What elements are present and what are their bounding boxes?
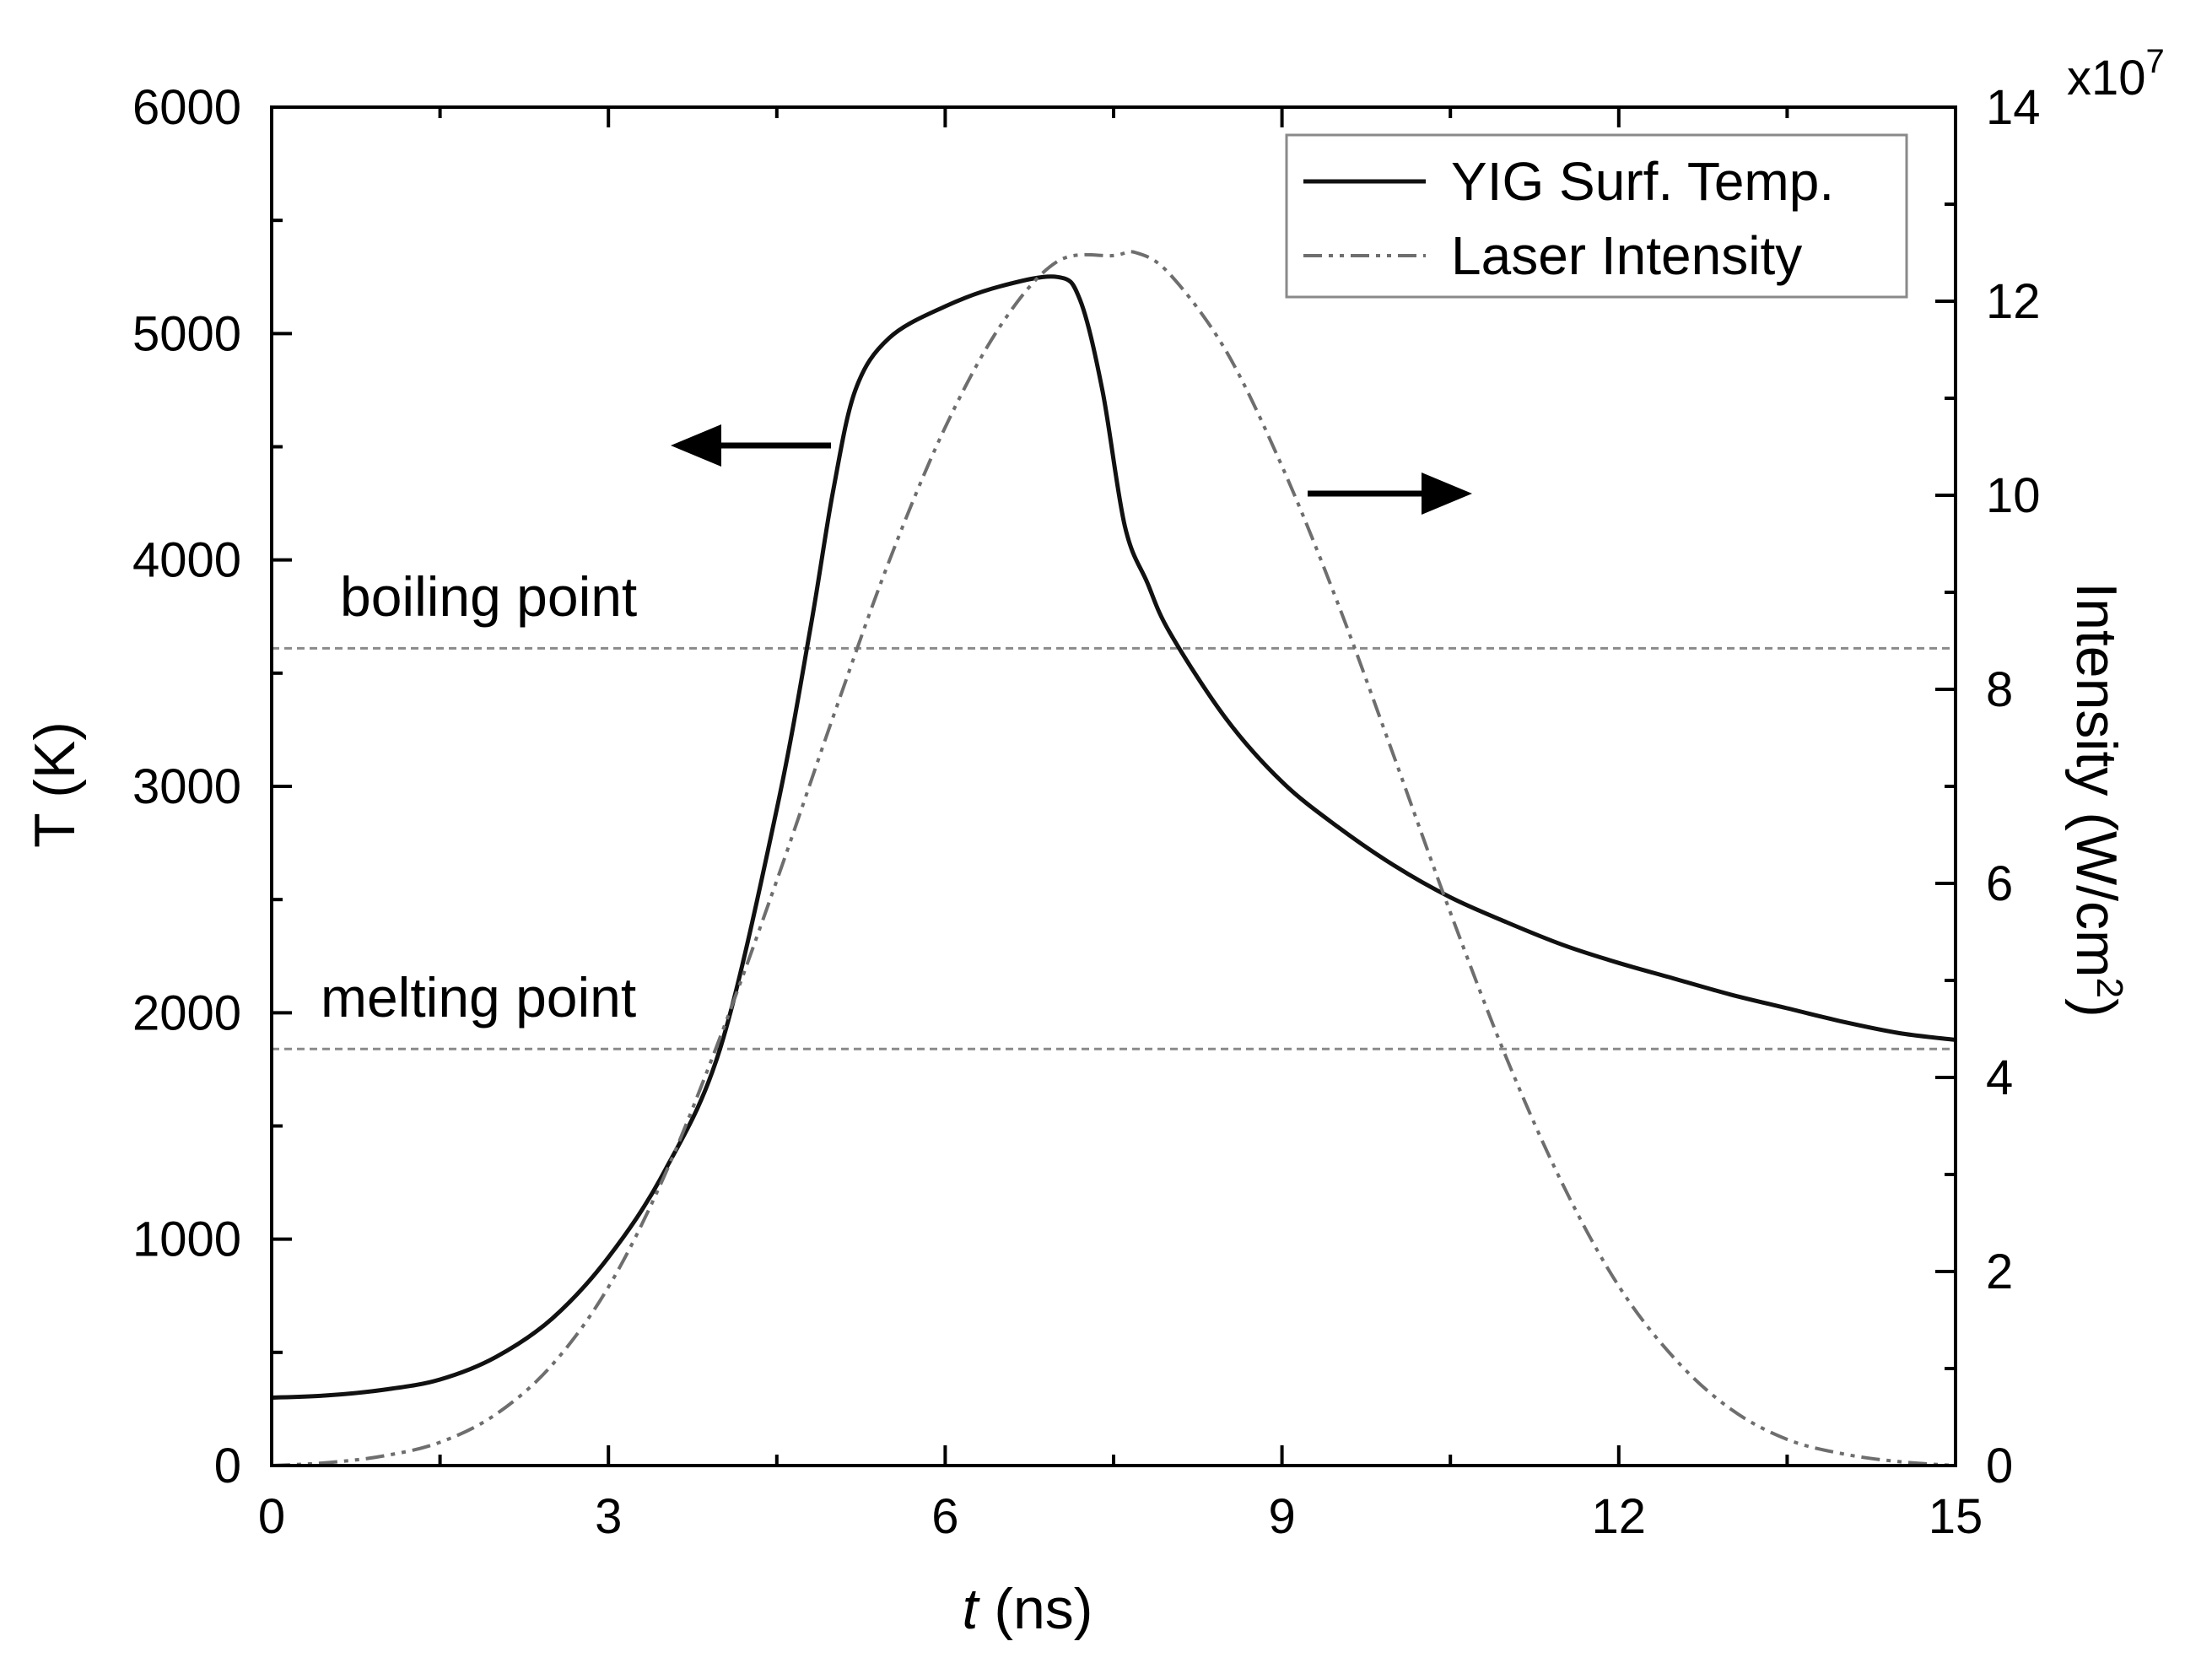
y-right-tick-label: 10 [1986, 468, 2041, 523]
x-axis-title-unit: (ns) [978, 1577, 1093, 1641]
y-right-tick-label: 4 [1986, 1050, 2013, 1105]
y-right-tick-label: 2 [1986, 1245, 2013, 1299]
y-right-tick-label: 0 [1986, 1439, 2013, 1493]
x-tick-label: 3 [595, 1489, 622, 1544]
melting-point-label: melting point [321, 966, 636, 1029]
y-left-tick-label: 0 [214, 1439, 241, 1493]
y-right-multiplier-base: x10 [2067, 51, 2146, 105]
y-left-tick-label: 6000 [132, 80, 241, 135]
plot-frame [270, 105, 1957, 1467]
x-tick-label: 12 [1592, 1489, 1647, 1544]
y-left-tick-label: 5000 [132, 306, 241, 361]
x-tick-label: 6 [931, 1489, 958, 1544]
series-line-temperature [271, 274, 1956, 1400]
y-left-tick-label: 1000 [132, 1212, 241, 1267]
reference-lines [272, 646, 1956, 1050]
y-right-axis-title-close: ) [2064, 998, 2128, 1018]
legend: YIG Surf. Temp. Laser Intensity [1285, 133, 1908, 299]
series-line-laser-intensity [271, 250, 1956, 1467]
y-left-axis-title: T (K) [23, 721, 87, 848]
arrow-right-intensity [1308, 472, 1472, 515]
x-tick-label: 15 [1929, 1489, 1983, 1544]
y-right-multiplier: x107 [2067, 43, 2165, 105]
y-right-tick-label: 6 [1986, 856, 2013, 911]
y-right-axis-title: Intensity (W/cm2) [2064, 582, 2131, 1018]
x-axis-title-italic: t [963, 1577, 981, 1641]
y-right-tick-label: 8 [1986, 662, 2013, 717]
y-right-multiplier-exp: 7 [2146, 43, 2165, 80]
legend-label-temp: YIG Surf. Temp. [1451, 151, 1834, 212]
y-right-tick-label: 14 [1986, 80, 2041, 135]
x-tick-label: 0 [258, 1489, 285, 1544]
y-left-tick-label: 4000 [132, 533, 241, 588]
arrow-left-temperature [671, 424, 831, 467]
series-layer [271, 250, 1956, 1467]
legend-label-intensity: Laser Intensity [1451, 225, 1802, 286]
boiling-point-label: boiling point [340, 565, 637, 628]
y-left-tick-label: 3000 [132, 759, 241, 814]
y-right-tick-label: 12 [1986, 274, 2041, 329]
y-right-axis-title-sup: 2 [2090, 978, 2131, 998]
legend-box [1285, 133, 1908, 299]
y-right-axis-title-main: Intensity (W/cm [2064, 582, 2128, 978]
x-tick-label: 9 [1268, 1489, 1295, 1544]
x-axis-title: t (ns) [963, 1577, 1093, 1641]
y-left-tick-label: 2000 [132, 985, 241, 1040]
axes-layer: 0 3 6 9 12 1501000200030004000500060000246810… [132, 80, 2041, 1544]
